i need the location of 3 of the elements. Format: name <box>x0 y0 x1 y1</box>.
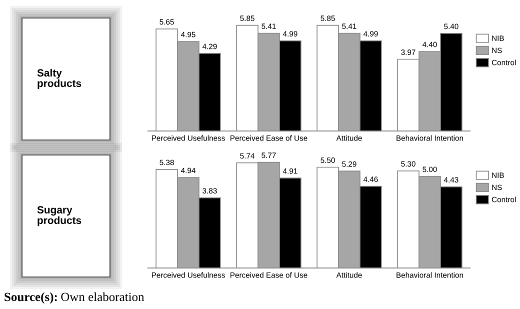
source-note: Source(s): Own elaboration <box>4 292 144 304</box>
y-axis-title: Salty products <box>37 68 82 90</box>
y-axis-title: Sugary products <box>37 206 82 226</box>
